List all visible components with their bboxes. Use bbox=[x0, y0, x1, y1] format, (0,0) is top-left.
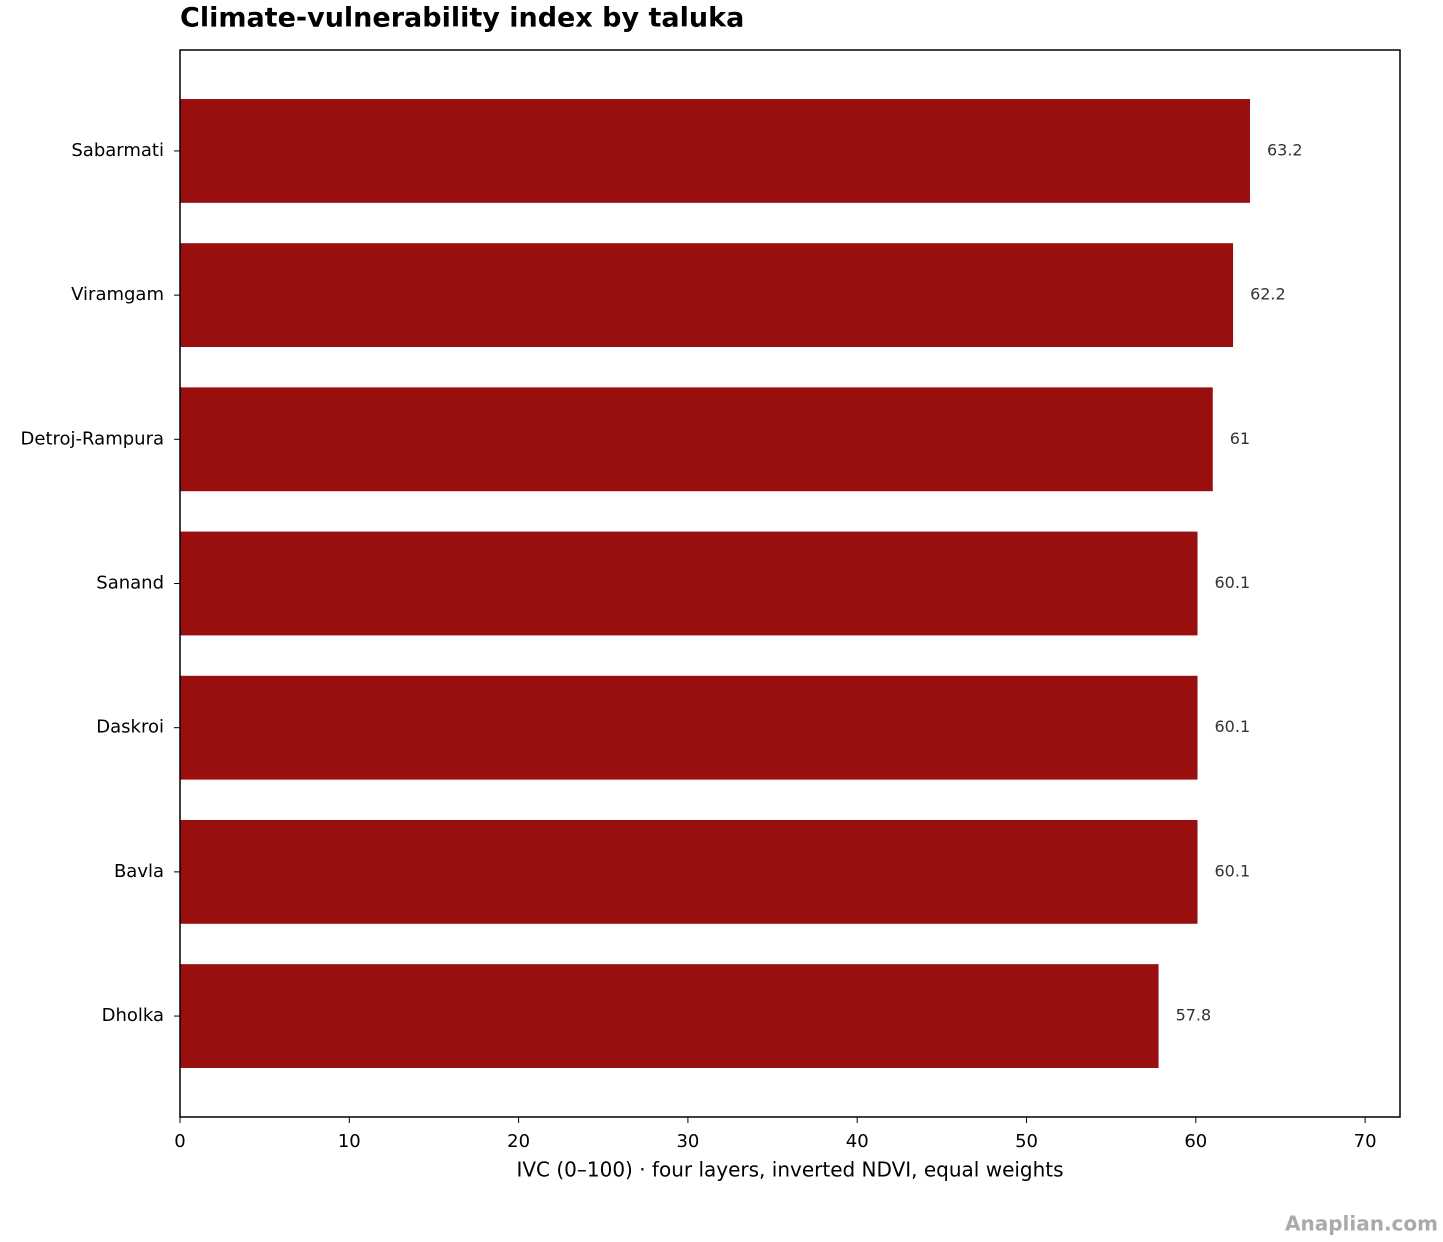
x-tick-label: 20 bbox=[507, 1131, 530, 1152]
x-tick-label: 10 bbox=[338, 1131, 361, 1152]
value-label: 63.2 bbox=[1267, 140, 1303, 159]
y-tick-label: Detroj-Rampura bbox=[21, 428, 164, 449]
value-label: 60.1 bbox=[1215, 717, 1251, 736]
x-tick-label: 60 bbox=[1184, 1131, 1207, 1152]
bar bbox=[180, 99, 1250, 203]
x-axis-label: IVC (0–100) · four layers, inverted NDVI… bbox=[516, 1158, 1063, 1182]
chart-title: Climate-vulnerability index by taluka bbox=[180, 3, 744, 34]
value-label: 61 bbox=[1230, 429, 1250, 448]
y-tick-label: Dholka bbox=[102, 1005, 164, 1026]
x-tick-label: 50 bbox=[1015, 1131, 1038, 1152]
bar bbox=[180, 964, 1159, 1068]
bar bbox=[180, 243, 1234, 348]
x-tick-label: 0 bbox=[174, 1131, 185, 1152]
bar bbox=[180, 675, 1198, 780]
y-tick-label: Sanand bbox=[96, 573, 164, 594]
value-label: 62.2 bbox=[1250, 285, 1286, 304]
watermark: Anaplian.com bbox=[1285, 1212, 1438, 1236]
y-tick-label: Daskroi bbox=[96, 717, 164, 738]
y-tick-label: Bavla bbox=[114, 861, 164, 882]
value-label: 60.1 bbox=[1215, 861, 1251, 880]
plot-frame bbox=[179, 49, 1401, 1118]
x-tick-label: 30 bbox=[676, 1131, 699, 1152]
y-tick-label: Viramgam bbox=[71, 284, 164, 305]
bar bbox=[180, 387, 1213, 492]
y-tick-label: Sabarmati bbox=[71, 140, 164, 161]
bar bbox=[180, 531, 1198, 636]
x-tick-label: 70 bbox=[1354, 1131, 1377, 1152]
value-label: 57.8 bbox=[1176, 1006, 1212, 1025]
bar bbox=[180, 819, 1198, 924]
x-tick-label: 40 bbox=[846, 1131, 869, 1152]
value-label: 60.1 bbox=[1215, 573, 1251, 592]
